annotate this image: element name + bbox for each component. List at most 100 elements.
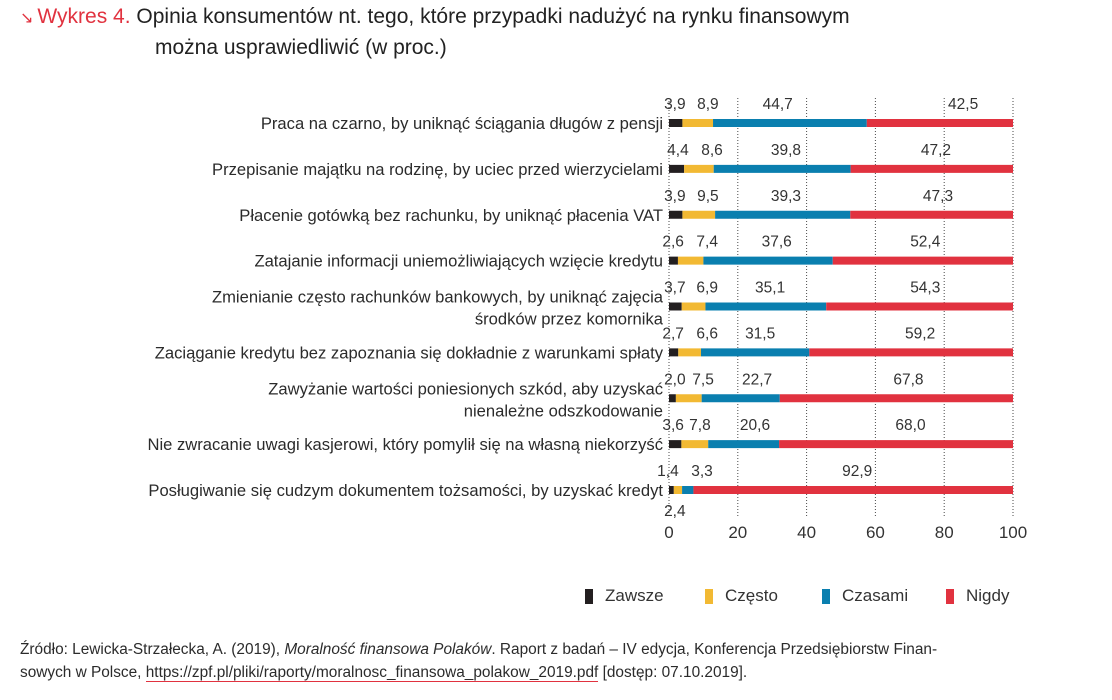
bar-segment-zawsze <box>669 256 678 265</box>
bar-segment-czasami <box>713 119 867 127</box>
data-label-zawsze: 4,4 <box>667 142 689 159</box>
x-tick-label: 80 <box>935 523 954 542</box>
category-label: Posługiwanie się cudzym dokumentem tożsa… <box>148 481 663 500</box>
data-label-zawsze: 2,6 <box>662 234 684 251</box>
legend-label: Nigdy <box>966 586 1010 605</box>
data-label-czasami: 44,7 <box>763 96 793 113</box>
category-label: Nie zwracanie uwagi kasjerowi, który pom… <box>147 435 663 454</box>
category-label: Przepisanie majątku na rodzinę, by uciec… <box>212 160 663 179</box>
data-label-zawsze: 2,7 <box>662 325 684 342</box>
data-label-czesto: 8,6 <box>701 142 723 159</box>
legend-label: Zawsze <box>605 586 664 605</box>
x-tick-label: 0 <box>664 523 673 542</box>
x-tick-label: 100 <box>999 523 1027 542</box>
data-label-nigdy: 42,5 <box>948 96 978 113</box>
source-note: Źródło: Lewicka-Strzałecka, A. (2019), M… <box>20 638 937 684</box>
legend-label: Często <box>725 586 778 605</box>
bar-segment-nigdy <box>809 348 1013 357</box>
arrow-down-right-icon: ↘ <box>20 8 34 27</box>
data-label-czesto: 2,4 <box>664 503 686 520</box>
category-label: Praca na czarno, by uniknąć ściągania dł… <box>261 114 663 133</box>
bar-segment-czesto <box>675 394 702 403</box>
bar-row: Nie zwracanie uwagi kasjerowi, który pom… <box>147 417 1013 454</box>
bar-segment-nigdy <box>693 486 1013 494</box>
bar-segment-czasami <box>708 440 780 449</box>
bar-segment-nigdy <box>826 302 1013 311</box>
bar-segment-zawsze <box>669 164 685 173</box>
bar-segment-zawsze <box>669 348 679 357</box>
data-label-czesto: 6,9 <box>696 280 718 297</box>
data-label-czesto: 7,4 <box>696 234 718 251</box>
stacked-bar-chart: 0 20 40 60 80 100 Praca na czarno, by uniknąć … <box>147 96 1027 542</box>
bar-segment-czasami <box>682 486 694 494</box>
bar-segment-nigdy <box>779 394 1013 403</box>
source-prefix: Źródło: Lewicka-Strzałecka, A. (2019), <box>20 641 285 658</box>
data-label-czasami: 39,8 <box>771 142 801 159</box>
category-label: Płacenie gotówką bez rachunku, by unikną… <box>239 206 663 225</box>
data-label-czesto: 7,8 <box>689 417 711 434</box>
bar-segment-nigdy <box>850 164 1013 173</box>
bar-row: Zmienianie często rachunków bankowych, b… <box>212 280 1013 329</box>
x-tick-label: 40 <box>797 523 816 542</box>
legend-item-czasami: Czasami <box>822 586 908 606</box>
data-label-nigdy: 54,3 <box>910 280 940 297</box>
source-title: Moralność finansowa Polaków <box>284 641 492 658</box>
legend-item-nigdy: Nigdy <box>946 586 1009 606</box>
category-label: nienależne odszkodowanie <box>464 401 663 420</box>
source-access-date: [dostęp: 07.10.2019]. <box>598 664 748 681</box>
data-label-nigdy: 59,2 <box>905 325 935 342</box>
category-label: Zawyżanie wartości poniesionych szkód, a… <box>268 379 663 398</box>
data-label-czasami: 20,6 <box>740 417 770 434</box>
source-line2-prefix: sowych w Polsce, <box>20 664 146 681</box>
data-label-czasami: 31,5 <box>745 325 775 342</box>
legend-swatch <box>946 588 954 604</box>
figure-label: Wykres 4. <box>37 5 131 28</box>
data-label-zawsze: 3,6 <box>662 417 684 434</box>
data-label-nigdy: 92,9 <box>842 463 872 480</box>
data-label-czesto: 7,5 <box>692 371 714 388</box>
category-label: Zatajanie informacji uniemożliwiających … <box>254 252 663 271</box>
legend-label: Czasami <box>842 586 909 605</box>
category-label: środków przez komornika <box>475 310 664 329</box>
bar-segment-zawsze <box>669 394 676 403</box>
bar-row: Płacenie gotówką bez rachunku, by unikną… <box>239 188 1013 225</box>
source-link[interactable]: https://zpf.pl/pliki/raporty/moralnosc_f… <box>145 664 599 682</box>
data-label-czasami: 35,1 <box>755 280 785 297</box>
bar-segment-zawsze <box>669 119 683 127</box>
data-label-zawsze: 2,0 <box>664 371 686 388</box>
data-label-czesto: 9,5 <box>697 188 719 205</box>
bar-segment-zawsze <box>669 210 683 219</box>
legend-item-zawsze: Zawsze <box>585 586 664 606</box>
bar-segment-czasami <box>700 348 810 357</box>
x-tick-label: 20 <box>728 523 747 542</box>
bar-segment-czesto <box>673 486 683 494</box>
x-axis-tick-labels: 0 20 40 60 80 100 <box>664 523 1027 542</box>
bar-segment-czesto <box>682 210 716 219</box>
data-label-nigdy: 67,8 <box>893 371 923 388</box>
bar-segment-zawsze <box>669 440 682 449</box>
data-label-czasami: 3,3 <box>691 463 713 480</box>
source-line1-rest: . Raport z badań – IV edycja, Konferencj… <box>491 641 938 658</box>
data-label-zawsze: 3,7 <box>664 280 686 297</box>
data-label-zawsze: 1,4 <box>657 463 679 480</box>
bar-segment-zawsze <box>669 486 674 494</box>
data-label-czasami: 37,6 <box>762 234 792 251</box>
bar-segment-czesto <box>681 440 709 449</box>
data-label-czesto: 6,6 <box>696 325 718 342</box>
category-label: Zaciąganie kredytu bez zapoznania się do… <box>155 343 664 362</box>
bar-row: Zatajanie informacji uniemożliwiających … <box>254 234 1013 271</box>
bar-segment-czesto <box>682 119 714 127</box>
bar-segment-czesto <box>677 256 704 265</box>
bar-row: Zaciąganie kredytu bez zapoznania się do… <box>155 325 1013 362</box>
bar-segment-czasami <box>701 394 780 403</box>
bar-segment-czesto <box>681 302 706 311</box>
data-label-zawsze: 3,9 <box>664 96 686 113</box>
data-label-zawsze: 3,9 <box>664 188 686 205</box>
data-label-nigdy: 68,0 <box>895 417 926 434</box>
bar-segment-czasami <box>713 164 851 173</box>
category-label: Zmienianie często rachunków bankowych, b… <box>212 288 664 307</box>
data-label-nigdy: 47,3 <box>923 188 953 205</box>
title-line-1: Opinia konsumentów nt. tego, które przyp… <box>136 5 850 28</box>
bar-segment-nigdy <box>779 440 1013 449</box>
bar-segment-nigdy <box>832 256 1013 265</box>
